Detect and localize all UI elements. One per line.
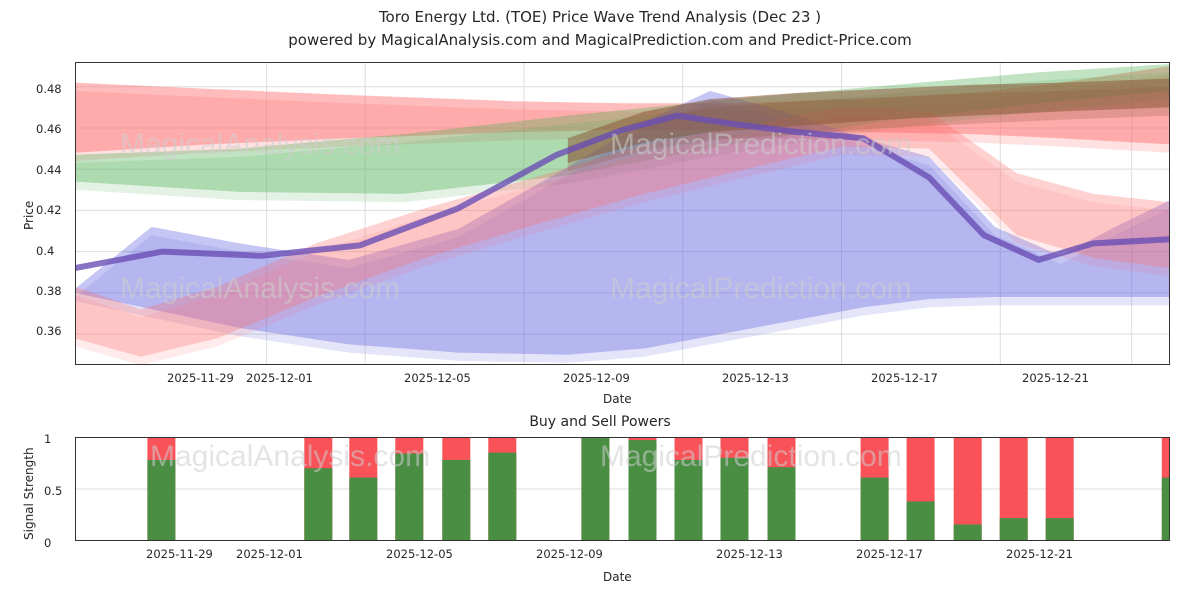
top-xtick: 2025-12-01 <box>246 371 313 385</box>
top-xtick: 2025-12-13 <box>722 371 789 385</box>
price-wave-chart <box>75 62 1170 365</box>
top-chart-svg <box>75 62 1170 365</box>
bottom-ytick: 0 <box>44 536 52 550</box>
bottom-xtick: 2025-11-29 <box>146 547 213 561</box>
top-x-axis-label: Date <box>603 392 632 406</box>
bottom-xtick: 2025-12-09 <box>536 547 603 561</box>
top-ytick: 0.42 <box>36 203 62 217</box>
bottom-xtick: 2025-12-01 <box>236 547 303 561</box>
bottom-xtick: 2025-12-21 <box>1006 547 1073 561</box>
bottom-xtick: 2025-12-13 <box>716 547 783 561</box>
top-xtick: 2025-11-29 <box>167 371 234 385</box>
top-ytick: 0.46 <box>36 122 62 136</box>
bottom-ytick: 0.5 <box>44 484 63 498</box>
top-axes-frame <box>75 62 1170 365</box>
top-ytick: 0.36 <box>36 324 62 338</box>
top-ytick: 0.48 <box>36 82 62 96</box>
bottom-chart-svg <box>75 437 1170 541</box>
bottom-ytick: 1 <box>44 432 52 446</box>
top-ytick: 0.44 <box>36 163 62 177</box>
bottom-xtick: 2025-12-05 <box>386 547 453 561</box>
top-xtick: 2025-12-21 <box>1022 371 1089 385</box>
bottom-y-axis-label: Signal Strength <box>22 447 36 540</box>
bottom-axes-frame <box>75 437 1170 541</box>
buy-sell-powers-chart <box>75 437 1170 541</box>
top-ytick: 0.4 <box>36 244 55 258</box>
top-xtick: 2025-12-09 <box>563 371 630 385</box>
page-title: Toro Energy Ltd. (TOE) Price Wave Trend … <box>378 8 822 26</box>
bottom-x-axis-label: Date <box>603 570 632 584</box>
top-y-axis-label: Price <box>22 200 36 230</box>
top-ytick: 0.38 <box>36 284 62 298</box>
top-xtick: 2025-12-17 <box>871 371 938 385</box>
bottom-chart-title: Buy and Sell Powers <box>529 414 671 430</box>
top-xtick: 2025-12-05 <box>404 371 471 385</box>
page-subtitle: powered by MagicalAnalysis.com and Magic… <box>288 31 912 49</box>
bottom-xtick: 2025-12-17 <box>856 547 923 561</box>
